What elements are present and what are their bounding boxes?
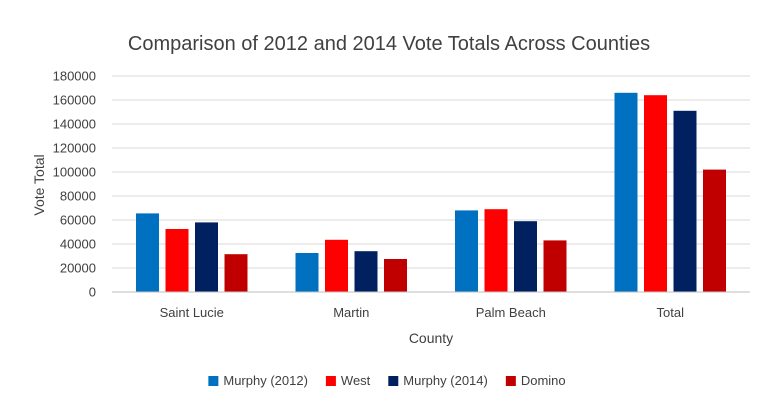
x-tick-label: Total	[657, 305, 685, 320]
legend-label: Murphy (2014)	[403, 373, 488, 388]
y-tick-label: 40000	[60, 237, 96, 252]
y-axis-title: Vote Total	[31, 154, 47, 215]
bar	[455, 210, 478, 292]
legend-swatch	[505, 376, 516, 386]
bar	[514, 221, 537, 292]
x-tick-label: Martin	[333, 305, 369, 320]
gridlines	[112, 75, 750, 269]
chart-title: Comparison of 2012 and 2014 Vote Totals …	[128, 33, 650, 55]
bar	[195, 222, 218, 292]
bar	[354, 251, 378, 292]
y-tick-label: 180000	[53, 69, 96, 84]
legend: Murphy (2012) West Murphy (2014) Domino	[208, 373, 566, 388]
x-axis-title: County	[409, 330, 453, 346]
bar	[325, 239, 348, 292]
y-tick-label: 120000	[53, 141, 96, 156]
legend-label: West	[341, 373, 371, 388]
legend-label: Domino	[521, 373, 566, 388]
bar	[673, 110, 697, 292]
bar	[644, 95, 667, 292]
bar	[165, 229, 189, 292]
y-tick-label: 100000	[53, 165, 96, 180]
y-tick-label: 160000	[53, 93, 96, 108]
x-axis-ticks: Saint Lucie Martin Palm Beach Total	[160, 305, 685, 320]
bar	[136, 213, 159, 292]
bar	[295, 253, 319, 292]
bars	[136, 92, 726, 292]
legend-swatch	[208, 376, 219, 386]
legend-swatch	[325, 376, 336, 386]
y-tick-label: 20000	[60, 261, 96, 276]
bar	[484, 209, 508, 292]
legend-label: Murphy (2012)	[223, 373, 308, 388]
y-tick-label: 140000	[53, 117, 96, 132]
y-tick-label: 60000	[60, 213, 96, 228]
bar	[614, 92, 638, 292]
y-axis-ticks: 0 20000 40000 60000 80000 100000 120000 140000 1…	[53, 69, 96, 300]
x-tick-label: Saint Lucie	[160, 305, 224, 320]
legend-swatch	[388, 376, 399, 386]
bar	[543, 240, 567, 292]
y-tick-label: 0	[89, 285, 96, 300]
x-tick-label: Palm Beach	[476, 305, 546, 320]
y-tick-label: 80000	[60, 189, 96, 204]
bar	[224, 254, 248, 292]
bar	[384, 259, 407, 292]
bar	[703, 169, 726, 292]
